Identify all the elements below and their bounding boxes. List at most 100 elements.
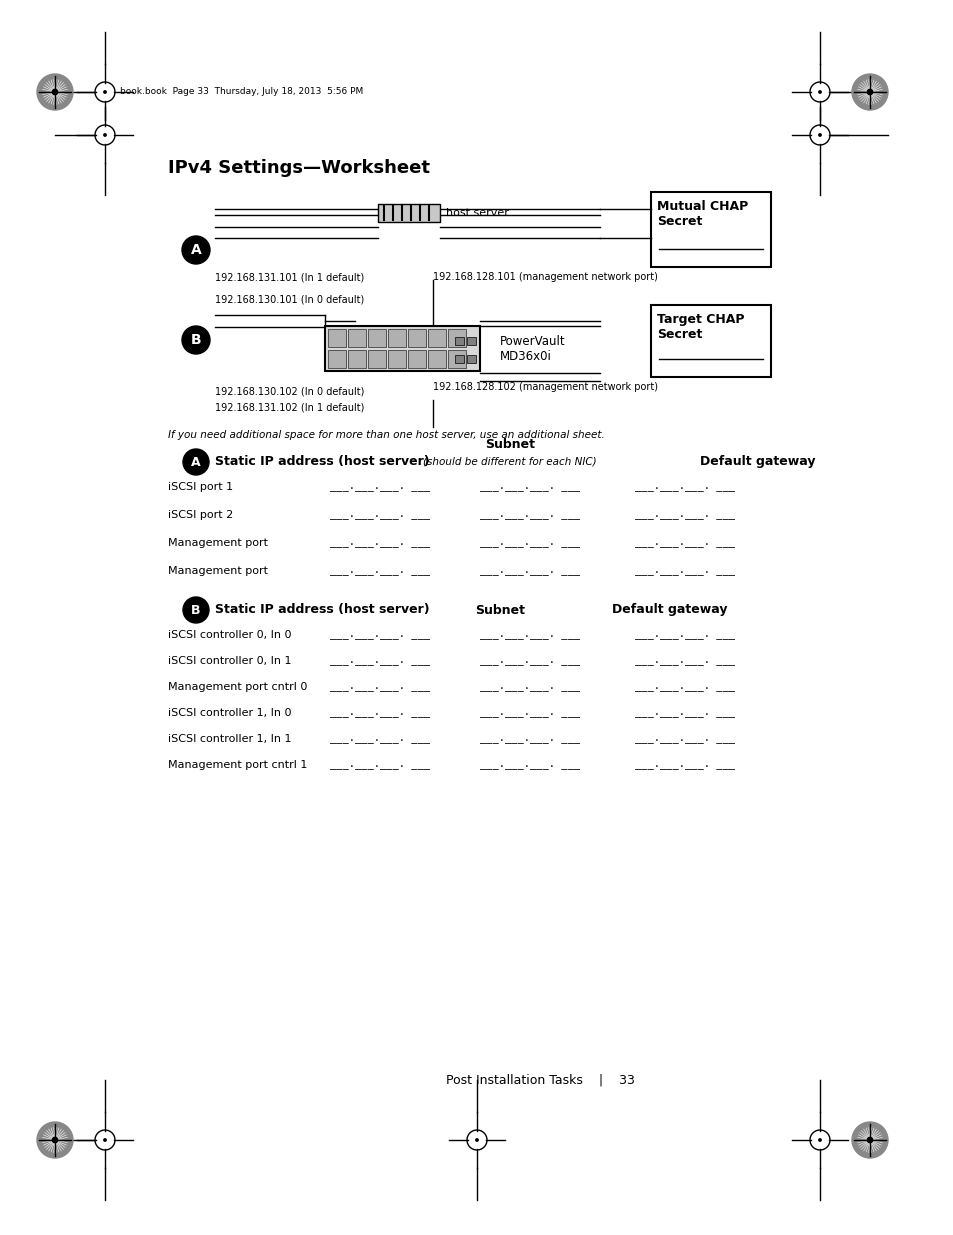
- Circle shape: [818, 1139, 821, 1141]
- Text: ___.___.___. ___: ___.___.___. ___: [479, 682, 579, 692]
- Circle shape: [183, 597, 209, 622]
- Circle shape: [851, 1123, 887, 1158]
- Text: 192.168.130.101 (In 0 default): 192.168.130.101 (In 0 default): [214, 294, 364, 304]
- Text: ___.___.___. ___: ___.___.___. ___: [330, 682, 430, 692]
- Text: ___.___.___. ___: ___.___.___. ___: [330, 538, 430, 548]
- Text: ___.___.___. ___: ___.___.___. ___: [479, 510, 579, 520]
- Bar: [348, 350, 366, 368]
- Text: 192.168.128.102 (management network port): 192.168.128.102 (management network port…: [433, 382, 658, 391]
- Bar: [467, 354, 476, 363]
- Text: ___.___.___. ___: ___.___.___. ___: [479, 538, 579, 548]
- Text: IPv4 Settings—Worksheet: IPv4 Settings—Worksheet: [168, 159, 430, 177]
- Bar: [368, 350, 386, 368]
- Bar: [377, 204, 439, 222]
- Text: 192.168.131.102 (In 1 default): 192.168.131.102 (In 1 default): [214, 403, 364, 412]
- Circle shape: [182, 236, 210, 264]
- Text: ___.___.___. ___: ___.___.___. ___: [330, 510, 430, 520]
- Text: ___.___.___. ___: ___.___.___. ___: [635, 734, 734, 743]
- Bar: [455, 337, 463, 345]
- Circle shape: [182, 326, 210, 354]
- Bar: [325, 326, 479, 370]
- Text: ___.___.___. ___: ___.___.___. ___: [479, 566, 579, 576]
- Bar: [428, 329, 446, 347]
- Bar: [448, 350, 465, 368]
- Text: Subnet: Subnet: [475, 604, 524, 616]
- Text: ___.___.___. ___: ___.___.___. ___: [635, 538, 734, 548]
- Text: ___.___.___. ___: ___.___.___. ___: [479, 734, 579, 743]
- Bar: [467, 337, 476, 345]
- Text: iSCSI controller 0, In 0: iSCSI controller 0, In 0: [168, 630, 292, 640]
- Circle shape: [37, 1123, 73, 1158]
- Text: ___.___.___. ___: ___.___.___. ___: [330, 566, 430, 576]
- Text: Target CHAP
Secret: Target CHAP Secret: [657, 312, 743, 341]
- Bar: [328, 350, 346, 368]
- Circle shape: [866, 89, 872, 95]
- Text: ___.___.___. ___: ___.___.___. ___: [479, 708, 579, 718]
- Bar: [388, 350, 406, 368]
- Text: 192.168.130.102 (In 0 default): 192.168.130.102 (In 0 default): [214, 387, 364, 396]
- Bar: [368, 329, 386, 347]
- Text: host server: host server: [446, 207, 508, 219]
- Text: ___.___.___. ___: ___.___.___. ___: [330, 708, 430, 718]
- Bar: [650, 305, 770, 377]
- Circle shape: [851, 74, 887, 110]
- Bar: [348, 329, 366, 347]
- Circle shape: [37, 74, 73, 110]
- Bar: [455, 354, 463, 363]
- Text: Mutual CHAP
Secret: Mutual CHAP Secret: [657, 200, 747, 228]
- Circle shape: [52, 1137, 57, 1142]
- Bar: [650, 191, 770, 267]
- Text: 192.168.128.101 (management network port): 192.168.128.101 (management network port…: [433, 272, 658, 282]
- Circle shape: [818, 133, 821, 136]
- Text: Default gateway: Default gateway: [700, 456, 815, 468]
- Text: iSCSI port 2: iSCSI port 2: [168, 510, 233, 520]
- Circle shape: [866, 1137, 872, 1142]
- Text: ___.___.___. ___: ___.___.___. ___: [635, 482, 734, 492]
- Circle shape: [104, 91, 106, 93]
- Text: iSCSI port 1: iSCSI port 1: [168, 482, 233, 492]
- Text: ___.___.___. ___: ___.___.___. ___: [635, 708, 734, 718]
- Text: B: B: [191, 333, 201, 347]
- Bar: [388, 329, 406, 347]
- Text: ___.___.___. ___: ___.___.___. ___: [479, 656, 579, 666]
- Circle shape: [104, 1139, 106, 1141]
- Circle shape: [818, 91, 821, 93]
- Text: 192.168.131.101 (In 1 default): 192.168.131.101 (In 1 default): [214, 272, 364, 282]
- Bar: [408, 350, 426, 368]
- Circle shape: [476, 1139, 477, 1141]
- Text: iSCSI controller 1, In 1: iSCSI controller 1, In 1: [168, 734, 292, 743]
- Text: PowerVault
MD36x0i: PowerVault MD36x0i: [499, 335, 565, 363]
- Text: ___.___.___. ___: ___.___.___. ___: [330, 734, 430, 743]
- Bar: [328, 329, 346, 347]
- Text: (should be different for each NIC): (should be different for each NIC): [423, 457, 597, 467]
- Text: Management port: Management port: [168, 566, 268, 576]
- Circle shape: [52, 89, 57, 95]
- Text: ___.___.___. ___: ___.___.___. ___: [330, 630, 430, 640]
- Text: ___.___.___. ___: ___.___.___. ___: [635, 630, 734, 640]
- Text: A: A: [191, 456, 200, 468]
- Text: Management port: Management port: [168, 538, 268, 548]
- Bar: [428, 350, 446, 368]
- Text: ___.___.___. ___: ___.___.___. ___: [635, 510, 734, 520]
- Bar: [448, 329, 465, 347]
- Text: B: B: [191, 604, 200, 616]
- Text: ___.___.___. ___: ___.___.___. ___: [479, 630, 579, 640]
- Text: book.book  Page 33  Thursday, July 18, 2013  5:56 PM: book.book Page 33 Thursday, July 18, 201…: [120, 88, 363, 96]
- Text: iSCSI controller 0, In 1: iSCSI controller 0, In 1: [168, 656, 292, 666]
- Text: Static IP address (host server): Static IP address (host server): [214, 456, 429, 468]
- Text: ___.___.___. ___: ___.___.___. ___: [330, 656, 430, 666]
- Text: ___.___.___. ___: ___.___.___. ___: [635, 682, 734, 692]
- Text: Management port cntrl 0: Management port cntrl 0: [168, 682, 307, 692]
- Text: iSCSI controller 1, In 0: iSCSI controller 1, In 0: [168, 708, 292, 718]
- Text: Post Installation Tasks    |    33: Post Installation Tasks | 33: [445, 1073, 634, 1087]
- Text: Subnet: Subnet: [484, 438, 535, 452]
- Text: ___.___.___. ___: ___.___.___. ___: [635, 656, 734, 666]
- Text: If you need additional space for more than one host server, use an additional sh: If you need additional space for more th…: [168, 430, 604, 440]
- Text: ___.___.___. ___: ___.___.___. ___: [635, 760, 734, 769]
- Text: Static IP address (host server): Static IP address (host server): [214, 604, 429, 616]
- Circle shape: [183, 450, 209, 475]
- Text: ___.___.___. ___: ___.___.___. ___: [479, 482, 579, 492]
- Text: ___.___.___. ___: ___.___.___. ___: [330, 482, 430, 492]
- Text: ___.___.___. ___: ___.___.___. ___: [479, 760, 579, 769]
- Text: Management port cntrl 1: Management port cntrl 1: [168, 760, 307, 769]
